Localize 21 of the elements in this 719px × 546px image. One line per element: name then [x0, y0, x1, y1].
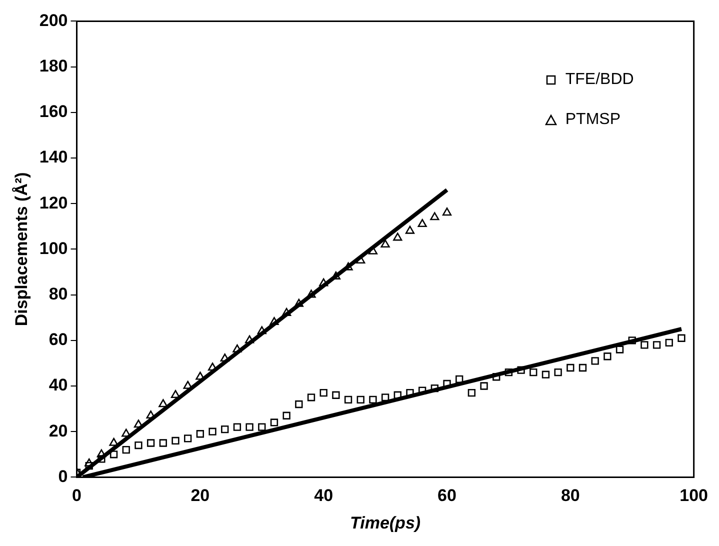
y-tick-label: 0 [58, 466, 68, 486]
y-tick-label: 120 [39, 193, 68, 212]
x-tick-label: 20 [190, 486, 210, 506]
y-axis-title: Displacements (Å²) [12, 172, 31, 326]
y-tick-label: 180 [39, 56, 68, 76]
y-tick-label: 200 [39, 10, 68, 30]
x-tick-label: 100 [680, 486, 708, 506]
x-tick-label: 60 [438, 486, 456, 506]
x-tick-label: 0 [72, 486, 82, 506]
x-axis-title: Time(ps) [350, 513, 421, 532]
y-tick-label: 60 [48, 330, 68, 350]
legend-label: PTMSP [565, 111, 620, 130]
y-tick-label: 40 [48, 376, 68, 395]
legend-label: TFE/BDD [565, 71, 634, 90]
y-tick-label: 160 [39, 102, 68, 122]
y-tick-label: 20 [48, 421, 68, 440]
y-tick-label: 100 [39, 238, 68, 258]
y-tick-label: 80 [48, 284, 68, 304]
y-tick-label: 140 [39, 148, 68, 167]
x-tick-label: 80 [560, 486, 580, 506]
x-tick-label: 40 [314, 486, 334, 506]
